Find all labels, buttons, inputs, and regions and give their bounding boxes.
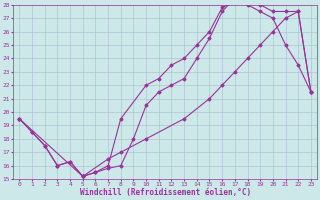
X-axis label: Windchill (Refroidissement éolien,°C): Windchill (Refroidissement éolien,°C) (80, 188, 251, 197)
